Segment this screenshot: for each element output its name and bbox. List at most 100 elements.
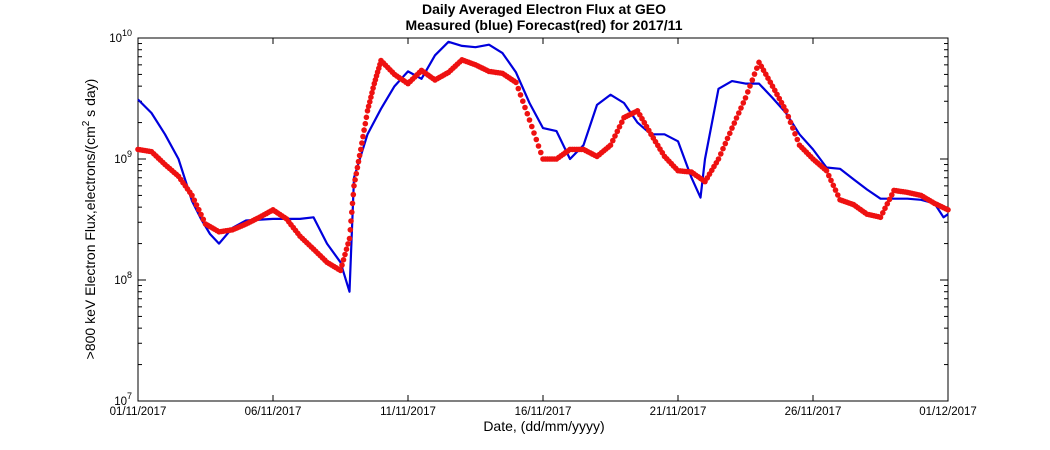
forecast-flux-point [513, 79, 519, 86]
forecast-flux-point [348, 218, 354, 224]
forecast-flux-point [607, 142, 614, 148]
forecast-flux-point [772, 87, 778, 94]
forecast-flux-point [531, 130, 537, 136]
forecast-flux-point [610, 137, 616, 144]
forecast-flux-point [352, 177, 358, 183]
forecast-flux-point [349, 209, 355, 215]
forecast-flux-point [823, 167, 830, 174]
forecast-flux-point [945, 207, 951, 213]
forecast-flux-point [533, 136, 540, 143]
forecast-flux-point [526, 117, 533, 123]
forecast-flux-point [612, 133, 618, 139]
forecast-flux-point [191, 197, 198, 203]
forecast-flux-point [369, 89, 375, 96]
forecast-flux-point [340, 257, 347, 263]
y-tick-label: 108 [114, 270, 132, 287]
measured-flux-line [137, 40, 949, 293]
forecast-flux-point [742, 95, 749, 101]
forecast-flux-point [749, 77, 756, 83]
chart-title: Daily Averaged Electron Flux at GEO [422, 1, 666, 17]
x-tick-label: 06/11/2017 [245, 406, 302, 418]
chart-subtitle: Measured (blue) Forecast(red) for 2017/1… [406, 17, 683, 33]
x-tick-label: 16/11/2017 [515, 406, 572, 418]
forecast-flux-point [346, 235, 353, 242]
forecast-flux-point [359, 140, 365, 146]
plot-area [135, 40, 951, 293]
forecast-flux-point [614, 128, 621, 135]
forecast-flux-point [193, 202, 200, 208]
axis-ticks: 01/11/2017 06/11/2017 11/11/2017 16/11/2017… [109, 28, 977, 418]
forecast-flux-point [729, 125, 735, 131]
x-tick-label: 01/11/2017 [110, 406, 167, 418]
forecast-flux-point [517, 92, 524, 98]
forecast-flux-point [889, 192, 895, 198]
forecast-flux-point [785, 113, 792, 120]
forecast-flux-point [522, 104, 528, 111]
x-tick-label: 01/12/2017 [919, 406, 977, 418]
forecast-flux-point [722, 140, 729, 147]
forecast-flux-point [362, 120, 369, 127]
forecast-flux-point [367, 99, 373, 105]
forecast-flux-point [358, 146, 364, 153]
forecast-flux-point [535, 143, 542, 149]
forecast-flux-point [365, 103, 372, 110]
forecast-flux-point [347, 227, 354, 233]
forecast-flux-point [733, 115, 740, 121]
forecast-flux-point [361, 127, 367, 133]
x-tick-label: 26/11/2017 [785, 406, 842, 418]
y-tick-label: 1010 [109, 28, 132, 45]
forecast-flux-point [884, 201, 891, 207]
forecast-flux-point [354, 164, 361, 171]
forecast-flux-point [353, 170, 360, 177]
forecast-flux-point [515, 85, 522, 92]
forecast-flux-point [747, 83, 753, 89]
y-tick-label: 107 [114, 391, 132, 408]
forecast-flux-point [794, 136, 801, 143]
forecast-flux-point [343, 246, 350, 252]
forecast-flux-point [363, 114, 370, 121]
forecast-flux-point [718, 151, 724, 157]
forecast-flux-point [198, 211, 204, 218]
forecast-flux-point [619, 119, 625, 125]
forecast-flux-point [787, 119, 794, 126]
forecast-flux-point [356, 152, 363, 159]
forecast-flux-point [360, 133, 366, 140]
forecast-flux-point [754, 65, 760, 71]
forecast-flux-point [727, 130, 733, 137]
forecast-flux-point [351, 183, 357, 189]
forecast-flux-point [880, 210, 886, 216]
forecast-flux-point [882, 205, 888, 212]
x-tick-label: 21/11/2017 [650, 406, 707, 418]
forecast-flux-point [774, 91, 780, 98]
forecast-flux-point [769, 83, 776, 89]
forecast-flux-point [200, 216, 207, 223]
forecast-flux-point [783, 108, 789, 114]
forecast-flux-point [529, 123, 535, 130]
forecast-flux-point [826, 172, 832, 179]
forecast-flux-point [745, 89, 751, 95]
forecast-flux-point [776, 95, 783, 102]
forecast-flux-point [886, 196, 893, 203]
y-tick-label: 109 [114, 149, 132, 166]
forecast-flux-point [724, 135, 731, 142]
y-axis-label: >800 keV Electron Flux,electrons/(cm2 s … [81, 79, 98, 360]
forecast-flux-point [877, 214, 884, 221]
forecast-flux-point [345, 241, 351, 247]
forecast-flux-point [790, 125, 796, 131]
forecast-flux-point [715, 156, 722, 162]
forecast-flux-point [731, 120, 738, 126]
forecast-flux-point [520, 98, 526, 104]
x-axis-label: Date, (dd/mm/yyyy) [483, 418, 604, 434]
forecast-flux-point [720, 145, 726, 152]
forecast-flux-point [368, 94, 374, 100]
forecast-flux-point [364, 108, 371, 114]
forecast-flux-point [524, 110, 531, 117]
forecast-flux-point [738, 105, 744, 111]
forecast-flux-point [781, 103, 787, 110]
forecast-flux-point [835, 192, 841, 198]
forecast-flux-point [538, 149, 544, 156]
forecast-flux-point [350, 191, 357, 198]
forecast-flux-point [736, 110, 742, 116]
forecast-flux-point [189, 192, 195, 199]
